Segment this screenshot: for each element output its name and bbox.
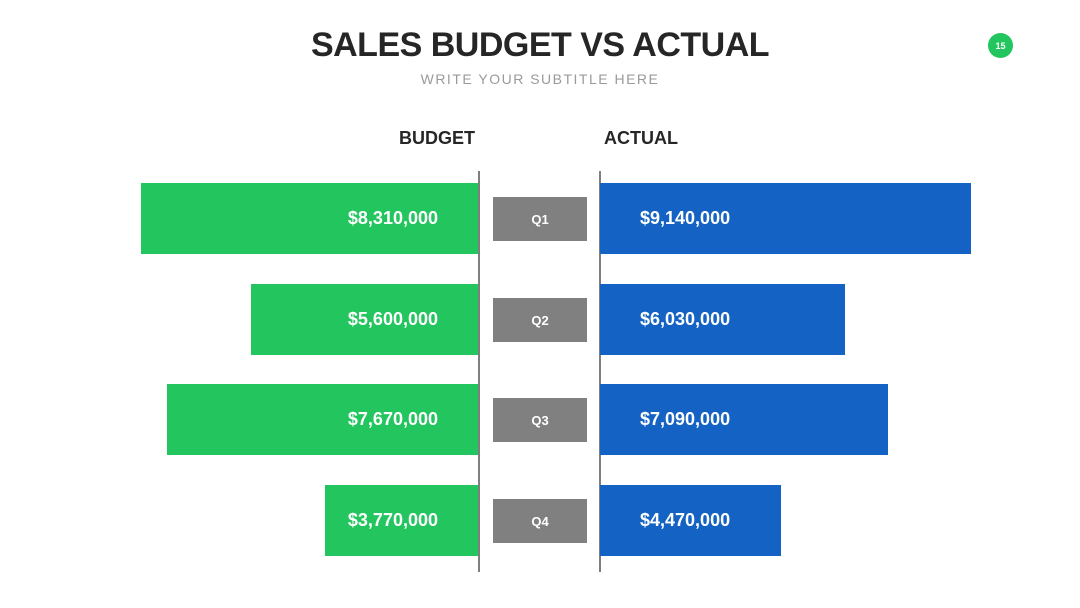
category-label-q4: Q4	[493, 499, 587, 543]
actual-value-label: $9,140,000	[640, 208, 731, 228]
actual-value-label: $4,470,000	[640, 510, 731, 530]
category-label-q2: Q2	[493, 298, 587, 342]
actual-bar-q3: $7,090,000	[600, 384, 888, 455]
budget-column-header: BUDGET	[399, 128, 475, 148]
budget-bar-q3: $7,670,000	[167, 384, 478, 455]
budget-value-label: $3,770,000	[347, 510, 438, 530]
actual-column-header: ACTUAL	[604, 128, 678, 148]
category-label-q1: Q1	[493, 197, 587, 241]
budget-value-label: $7,670,000	[347, 409, 438, 429]
actual-bar-q1: $9,140,000	[600, 183, 971, 254]
budget-value-label: $5,600,000	[347, 309, 438, 329]
page-title: SALES BUDGET VS ACTUAL	[310, 26, 770, 64]
budget-bar-q1: $8,310,000	[141, 183, 478, 254]
actual-value-label: $7,090,000	[640, 409, 731, 429]
page-number-badge: 15	[988, 33, 1013, 58]
budget-axis-line	[478, 171, 480, 572]
budget-value-label: $8,310,000	[347, 208, 438, 228]
actual-value-label: $6,030,000	[640, 309, 731, 329]
actual-bar-q2: $6,030,000	[600, 284, 845, 355]
actual-bar-q4: $4,470,000	[600, 485, 781, 556]
actual-axis-line	[599, 171, 601, 572]
page-subtitle: WRITE YOUR SUBTITLE HERE	[420, 71, 660, 87]
category-label-q3: Q3	[493, 398, 587, 442]
budget-bar-q4: $3,770,000	[325, 485, 478, 556]
budget-bar-q2: $5,600,000	[251, 284, 478, 355]
